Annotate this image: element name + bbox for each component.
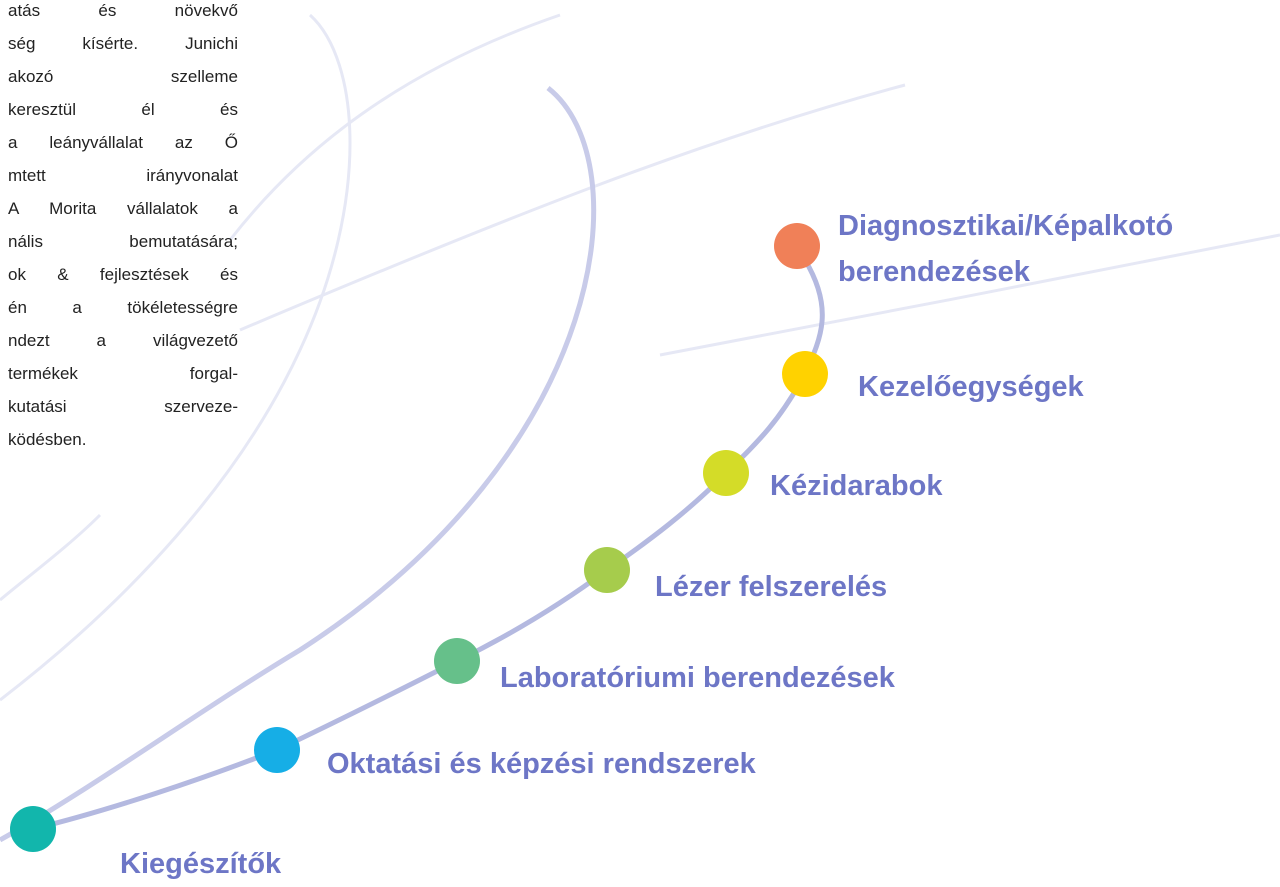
intro-line: ndezt a világvezető [8,324,238,357]
intro-line: ség kísérte. Junichi [8,27,238,60]
category-label[interactable]: Laboratóriumi berendezések [500,655,895,701]
intro-line: ok & fejlesztések és [8,258,238,291]
intro-line: mtett irányvonalat [8,159,238,192]
category-dot [10,806,56,852]
category-dot [774,223,820,269]
category-dot [254,727,300,773]
intro-line: akozó szelleme [8,60,238,93]
intro-line: keresztül él és [8,93,238,126]
intro-line: termékek forgal- [8,357,238,390]
page: atás és növekvőség kísérte. Junichiakozó… [0,0,1280,885]
intro-line: kutatási szerveze- [8,390,238,423]
intro-line: nális bemutatására; [8,225,238,258]
category-label[interactable]: Oktatási és képzési rendszerek [327,741,756,787]
category-dot [434,638,480,684]
category-dot [782,351,828,397]
category-label[interactable]: Diagnosztikai/Képalkotó berendezések [838,203,1198,295]
category-label[interactable]: Kézidarabok [770,463,942,509]
category-dot [703,450,749,496]
category-dot [584,547,630,593]
category-label[interactable]: Lézer felszerelés [655,564,887,610]
intro-line: én a tökéletességre [8,291,238,324]
intro-line: A Morita vállalatok a [8,192,238,225]
intro-line: atás és növekvő [8,0,238,27]
category-label[interactable]: Kiegészítők [120,841,281,887]
intro-line: a leányvállalat az Ő [8,126,238,159]
deco-curve [0,515,100,600]
intro-line: ködésben. [8,423,238,456]
category-label[interactable]: Kezelőegységek [858,364,1084,410]
deco-curve [230,15,560,240]
